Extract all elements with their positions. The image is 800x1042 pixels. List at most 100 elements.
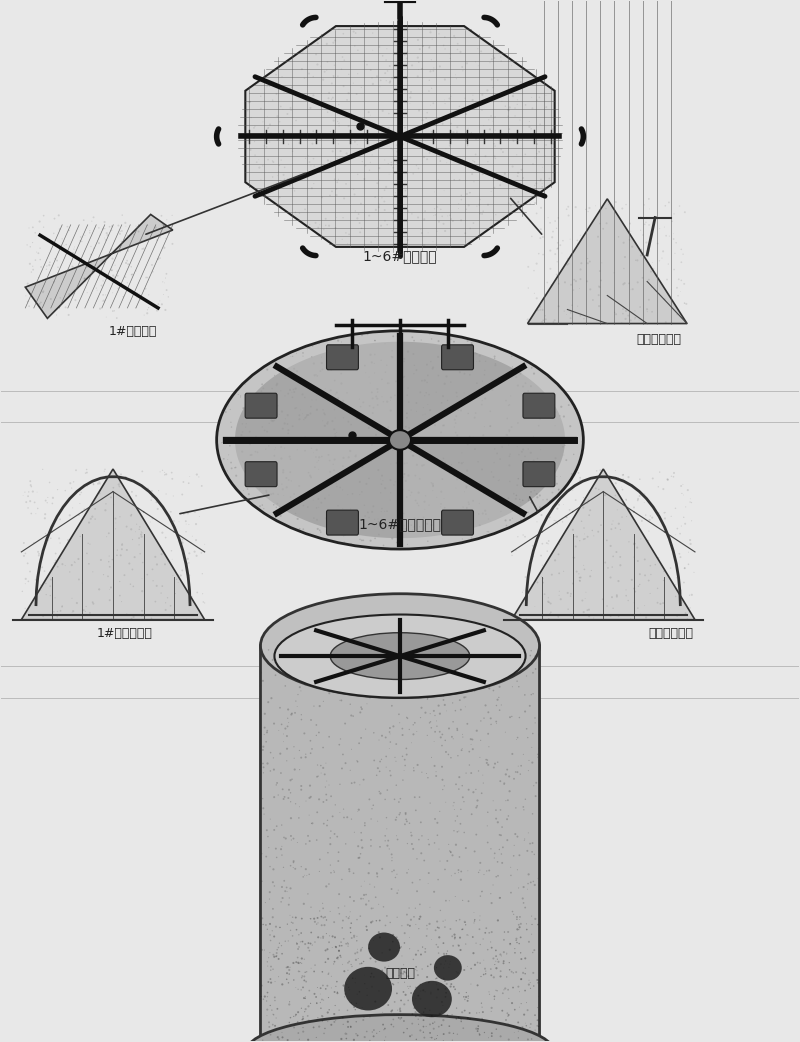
Point	[286, 79, 298, 96]
Point	[455, 921, 468, 938]
Point	[511, 92, 524, 108]
Point	[290, 525, 302, 542]
Point	[453, 769, 466, 786]
Point	[270, 1010, 282, 1026]
Point	[394, 145, 406, 162]
Point	[230, 18, 242, 34]
Point	[282, 710, 294, 726]
Point	[530, 486, 543, 502]
Point	[257, 755, 270, 772]
Point	[280, 552, 293, 569]
Point	[265, 486, 278, 502]
Point	[265, 959, 278, 975]
Point	[111, 263, 124, 279]
Point	[46, 490, 59, 506]
Point	[478, 541, 490, 557]
Point	[430, 764, 442, 780]
Point	[366, 118, 378, 134]
Point	[542, 590, 554, 606]
Point	[593, 298, 606, 315]
Point	[574, 569, 587, 586]
Point	[543, 398, 556, 415]
Point	[457, 454, 470, 471]
Point	[371, 220, 384, 237]
Point	[365, 832, 378, 848]
Point	[314, 698, 326, 715]
Point	[407, 134, 420, 151]
Point	[81, 284, 94, 301]
Point	[426, 647, 439, 664]
Point	[254, 224, 266, 241]
Point	[501, 811, 514, 827]
Point	[363, 1008, 376, 1024]
Point	[262, 15, 275, 31]
Point	[290, 228, 302, 245]
Point	[496, 438, 509, 454]
Point	[282, 425, 294, 442]
Point	[290, 910, 302, 926]
Point	[426, 482, 439, 499]
Point	[274, 919, 286, 936]
Point	[473, 505, 486, 522]
Point	[450, 384, 463, 401]
Point	[594, 216, 606, 232]
Point	[461, 926, 474, 943]
Point	[272, 939, 285, 956]
Point	[314, 535, 327, 551]
Point	[243, 423, 256, 440]
Point	[291, 687, 304, 703]
Point	[280, 208, 293, 225]
Point	[513, 20, 526, 36]
Point	[520, 916, 533, 933]
Point	[548, 432, 561, 449]
Point	[398, 241, 411, 257]
Point	[520, 611, 533, 627]
Point	[504, 446, 517, 463]
Point	[36, 461, 49, 477]
Point	[120, 518, 133, 535]
Point	[310, 768, 323, 785]
Point	[678, 295, 691, 312]
Point	[338, 646, 350, 663]
Point	[342, 938, 354, 954]
Point	[54, 602, 67, 619]
Point	[520, 720, 533, 737]
Point	[333, 510, 346, 526]
Point	[538, 389, 550, 405]
Point	[512, 1023, 525, 1040]
Point	[25, 264, 38, 280]
Point	[430, 973, 442, 990]
Point	[213, 308, 226, 325]
Point	[351, 944, 364, 961]
Point	[526, 155, 539, 172]
Point	[471, 301, 484, 318]
Point	[442, 10, 454, 27]
Point	[347, 1032, 360, 1042]
Point	[354, 531, 366, 548]
Point	[403, 941, 416, 958]
Point	[303, 777, 316, 794]
Point	[505, 337, 518, 353]
Point	[379, 364, 392, 380]
Ellipse shape	[412, 981, 452, 1017]
Point	[408, 357, 421, 374]
Point	[438, 947, 451, 964]
Point	[226, 324, 239, 341]
Point	[503, 44, 516, 60]
Point	[42, 231, 55, 248]
Point	[511, 415, 524, 431]
Point	[467, 945, 480, 962]
Point	[319, 510, 332, 526]
Point	[322, 966, 334, 983]
Point	[398, 368, 410, 384]
Point	[242, 436, 255, 452]
Point	[155, 296, 168, 313]
Point	[631, 552, 644, 569]
Point	[346, 312, 358, 328]
Point	[126, 561, 139, 577]
Point	[279, 548, 292, 565]
Point	[490, 715, 503, 731]
Point	[570, 199, 582, 216]
Point	[349, 448, 362, 465]
Point	[159, 230, 172, 247]
